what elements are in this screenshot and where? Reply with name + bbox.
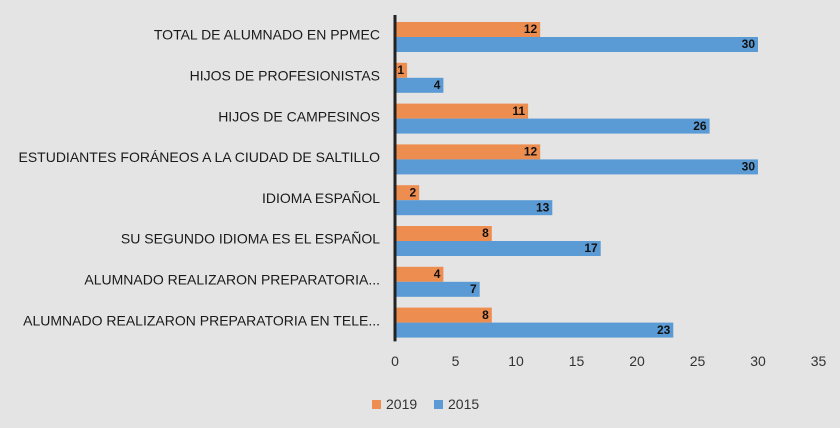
- data-label: 23: [657, 323, 671, 337]
- x-tick-label: 5: [452, 353, 460, 369]
- bar-2015: [395, 118, 710, 134]
- bar-2019: [395, 103, 529, 119]
- data-label: 12: [524, 145, 538, 159]
- legend-swatch-2019: [372, 400, 381, 409]
- legend-swatch-2015: [434, 400, 443, 409]
- data-label: 30: [742, 160, 756, 174]
- x-tick-label: 10: [508, 353, 524, 369]
- legend-label: 2015: [448, 396, 479, 412]
- x-tick-label: 15: [569, 353, 585, 369]
- x-tick-label: 20: [629, 353, 645, 369]
- legend: 2019 2015: [372, 396, 479, 412]
- bar-2019: [395, 144, 541, 160]
- data-label: 30: [742, 37, 756, 51]
- bar-2019: [395, 22, 541, 37]
- category-label: ALUMNADO REALIZARON PREPARATORIA...: [84, 272, 380, 288]
- bar-2015: [395, 37, 758, 52]
- bar-2015: [395, 322, 674, 338]
- data-label: 2: [410, 185, 417, 199]
- data-label: 1: [397, 63, 404, 77]
- category-label: ALUMNADO REALIZARON PREPARATORIA EN TELE…: [23, 312, 380, 328]
- category-label: HIJOS DE CAMPESINOS: [218, 108, 380, 124]
- bar-2015: [395, 159, 758, 175]
- data-label: 4: [434, 78, 441, 92]
- data-label: 12: [524, 22, 538, 36]
- category-label: IDIOMA ESPAÑOL: [262, 190, 380, 206]
- x-tick-label: 0: [391, 353, 399, 369]
- bar-2019: [395, 185, 420, 201]
- legend-label: 2019: [386, 396, 417, 412]
- x-tick-label: 25: [690, 353, 706, 369]
- data-label: 17: [584, 241, 598, 255]
- data-label: 26: [693, 119, 707, 133]
- data-label: 13: [536, 200, 550, 214]
- category-label: SU SEGUNDO IDIOMA ES EL ESPAÑOL: [121, 231, 380, 247]
- data-label: 8: [482, 308, 489, 322]
- data-label: 4: [434, 267, 441, 281]
- x-tick-label: 35: [811, 353, 827, 369]
- data-label: 8: [482, 226, 489, 240]
- data-label: 7: [470, 282, 477, 296]
- category-label: TOTAL DE ALUMNADO EN PPMEC: [154, 27, 380, 43]
- bar-2019: [395, 307, 492, 323]
- bar-2019: [395, 226, 492, 241]
- bar-2019: [395, 266, 444, 282]
- bar-2015: [395, 281, 480, 297]
- category-labels: TOTAL DE ALUMNADO EN PPMEC HIJOS DE PROFE…: [18, 27, 380, 329]
- x-axis-ticks: 0 5 10 15 20 25 30 35: [391, 353, 826, 369]
- bar-2015: [395, 241, 601, 256]
- category-label: HIJOS DE PROFESIONISTAS: [190, 68, 380, 84]
- data-label: 11: [512, 104, 525, 118]
- bar-2019: [395, 62, 408, 78]
- x-tick-label: 30: [750, 353, 766, 369]
- bar-2015: [395, 77, 444, 93]
- category-label: ESTUDIANTES FORÁNEOS A LA CIUDAD DE SALT…: [18, 149, 380, 165]
- bar-2015: [395, 200, 553, 216]
